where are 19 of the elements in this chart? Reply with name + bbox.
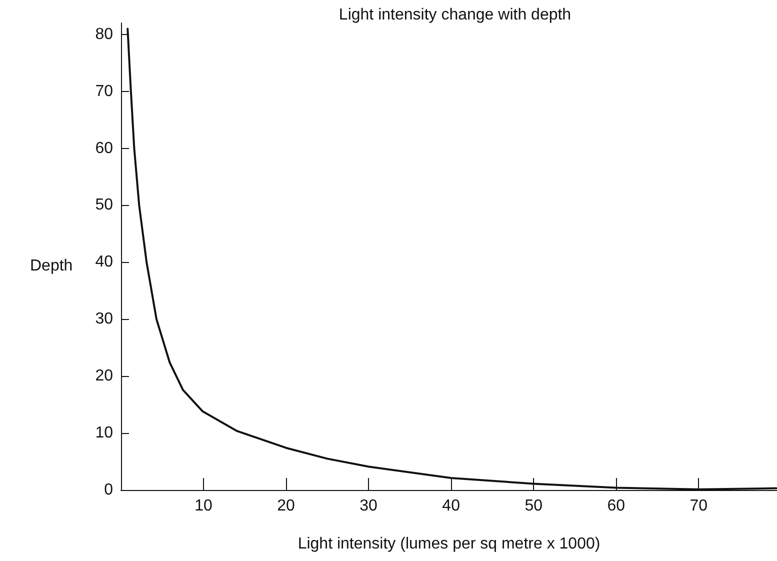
x-axis-title: Light intensity (lumes per sq metre x 1000) — [298, 536, 600, 552]
y-tick-label: 20 — [95, 368, 114, 385]
y-axis-title: Depth — [30, 258, 73, 274]
x-tick-label: 20 — [277, 498, 296, 514]
y-tick-label: 60 — [95, 140, 114, 157]
x-tick-label: 60 — [607, 498, 626, 514]
x-tick-label: 50 — [524, 498, 543, 514]
y-tick-label: 80 — [95, 26, 114, 43]
x-tick-label: 40 — [442, 498, 460, 514]
y-tick-label: 70 — [95, 82, 114, 100]
chart-title: Light intensity change with depth — [338, 6, 572, 24]
x-tick-label: 30 — [360, 498, 378, 514]
y-tick-label: 40 — [95, 254, 114, 271]
y-tick-label: 30 — [95, 310, 114, 328]
x-tick-label: 70 — [690, 498, 708, 514]
y-tick-label: 0 — [104, 482, 114, 498]
x-tick-label: 10 — [194, 498, 213, 514]
y-tick-label: 50 — [95, 196, 114, 214]
y-tick-label: 10 — [95, 424, 114, 442]
